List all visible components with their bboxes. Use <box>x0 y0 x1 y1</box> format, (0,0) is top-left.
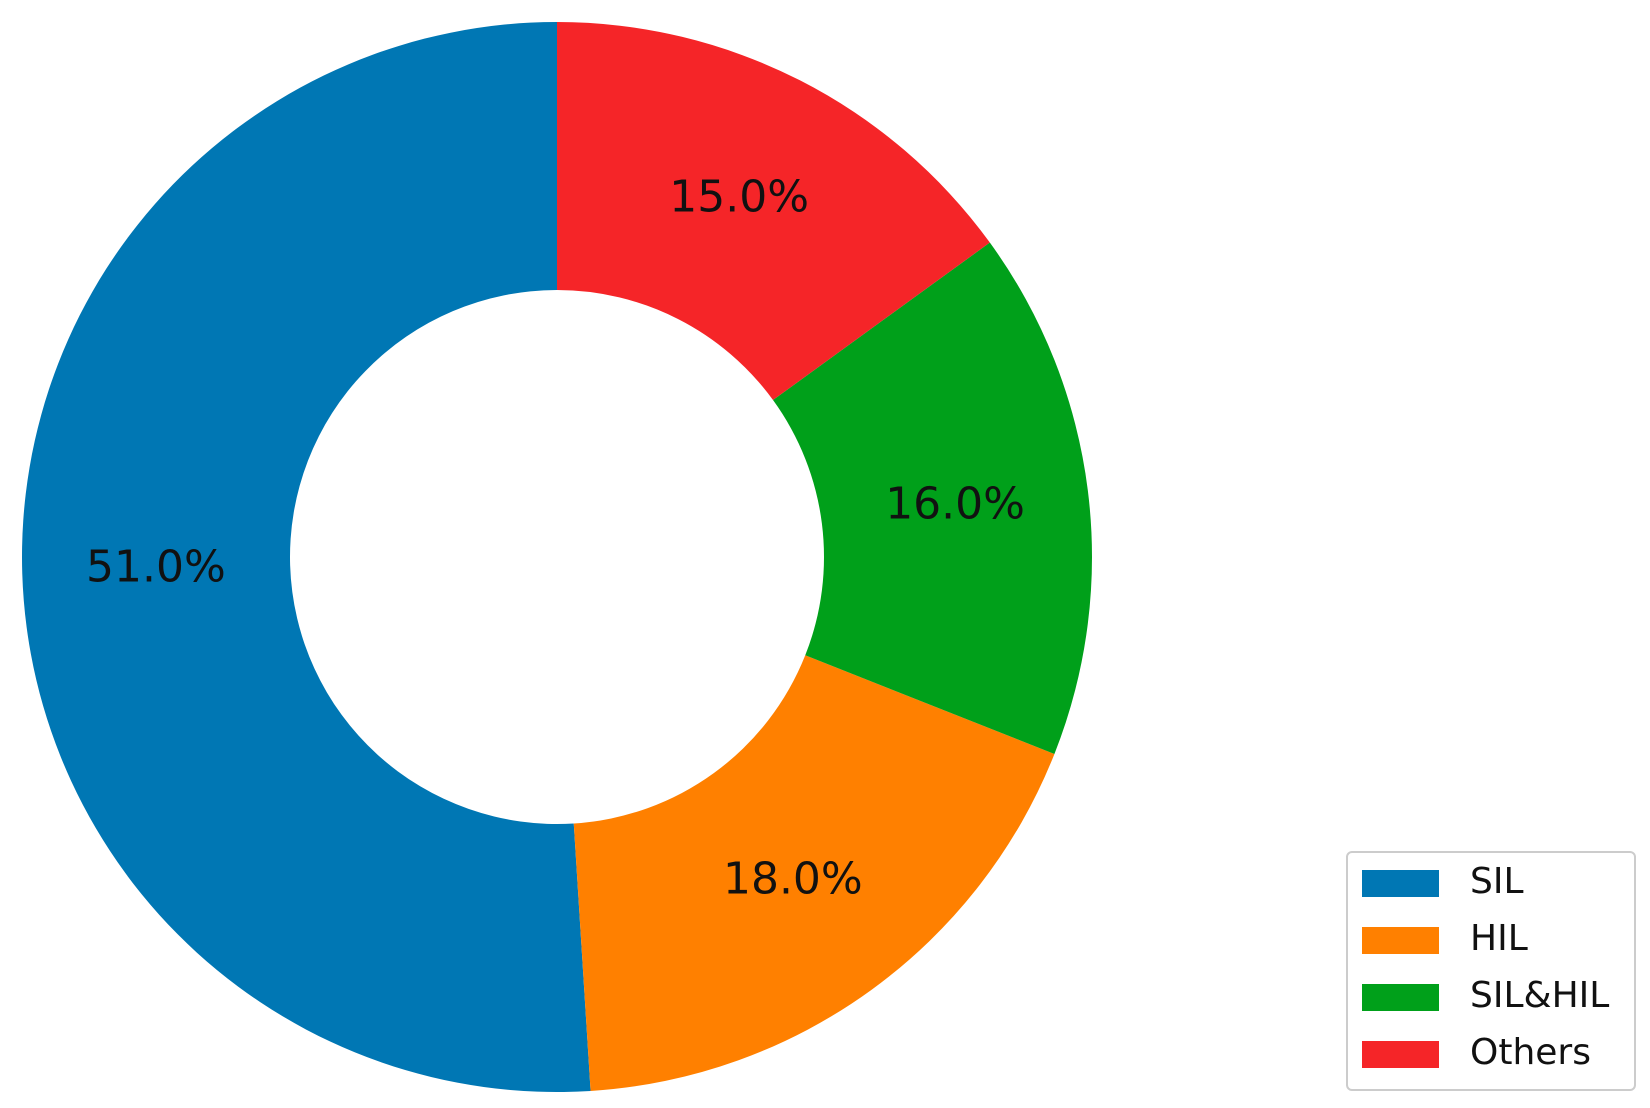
legend-swatch <box>1362 1041 1439 1068</box>
legend-swatch <box>1362 984 1439 1011</box>
donut-slice <box>557 22 990 401</box>
value-label: 18.0% <box>723 854 863 905</box>
donut-slice <box>773 242 1093 754</box>
legend-swatch <box>1362 927 1439 954</box>
value-label: 16.0% <box>885 479 1025 530</box>
donut-slice <box>573 655 1055 1091</box>
legend-swatch <box>1362 870 1439 897</box>
legend-label: HIL <box>1470 918 1528 959</box>
donut-slice <box>22 22 591 1092</box>
value-label: 15.0% <box>669 171 809 222</box>
legend-box <box>1346 851 1636 1091</box>
legend-label: Others <box>1470 1032 1591 1073</box>
legend-label: SIL <box>1470 861 1524 902</box>
value-label: 51.0% <box>86 542 226 593</box>
legend-label: SIL&HIL <box>1470 975 1609 1016</box>
